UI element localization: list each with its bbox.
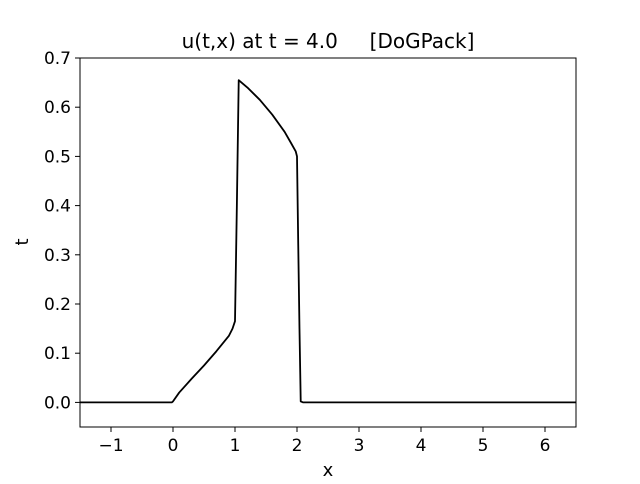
- plot-frame: [79, 57, 577, 428]
- x-axis-ticks: −1 0 1 2 3 4 5 6: [98, 427, 550, 456]
- y-tick-label: 0.4: [44, 197, 71, 217]
- x-tick-label: −1: [98, 436, 123, 456]
- y-tick-label: 0.0: [44, 393, 71, 413]
- y-tick-label: 0.7: [44, 49, 71, 69]
- x-tick-label: 2: [292, 436, 303, 456]
- x-axis-label: x: [323, 460, 334, 480]
- series-line: [80, 79, 576, 404]
- x-tick-label: 0: [168, 436, 179, 456]
- x-tick-label: 1: [230, 436, 241, 456]
- x-tick-label: 3: [354, 436, 365, 456]
- x-tick-label: 6: [540, 436, 551, 456]
- x-tick-label: 4: [416, 436, 427, 456]
- x-tick-label: 5: [478, 436, 489, 456]
- y-tick-label: 0.5: [44, 147, 71, 167]
- y-tick-label: 0.1: [44, 344, 71, 364]
- y-tick-label: 0.3: [44, 246, 71, 266]
- chart-title: u(t,x) at t = 4.0 [DoGPack]: [182, 29, 475, 53]
- y-axis-ticks: 0.0 0.1 0.2 0.3 0.4 0.5 0.6 0.7: [44, 49, 80, 413]
- y-axis-label: t: [12, 238, 33, 245]
- y-tick-label: 0.6: [44, 98, 71, 118]
- y-tick-label: 0.2: [44, 295, 71, 315]
